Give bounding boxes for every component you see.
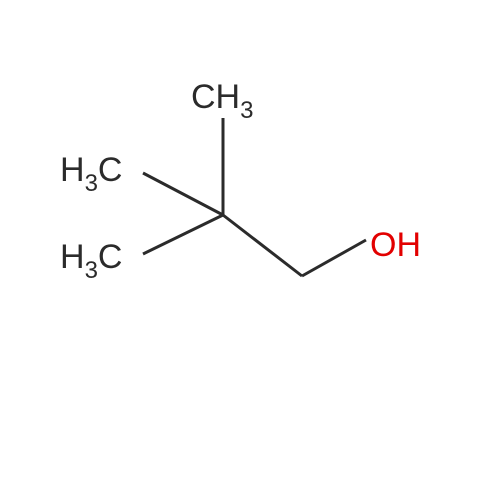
label-h3c-upper-text: H [60, 151, 85, 189]
label-h3c-lower: H3C [60, 240, 122, 281]
label-ch3-top: CH3 [191, 80, 253, 121]
label-h3c-lower-text: H [60, 238, 85, 276]
bond-4 [302, 240, 366, 276]
label-oh: OH [370, 228, 421, 262]
label-ch3-top-text: CH [191, 78, 240, 116]
label-h3c-lower-sub: 3 [85, 257, 98, 284]
label-h3c-lower-c: C [98, 238, 123, 276]
bond-3 [223, 215, 302, 276]
label-ch3-top-sub: 3 [240, 97, 253, 124]
molecule-canvas: CH3 H3C H3C OH [0, 0, 500, 500]
label-h3c-upper-c: C [98, 151, 123, 189]
bond-2 [143, 215, 223, 254]
label-h3c-upper-sub: 3 [85, 170, 98, 197]
label-oh-text: OH [370, 226, 421, 264]
bond-1 [143, 173, 223, 215]
label-h3c-upper: H3C [60, 153, 122, 194]
